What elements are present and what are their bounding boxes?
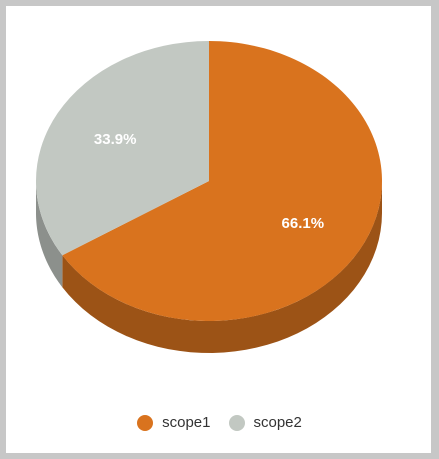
legend-item-scope1[interactable]: scope1: [137, 414, 211, 431]
pie-slice-scope1[interactable]: [62, 41, 382, 321]
legend-item-scope2[interactable]: scope2: [228, 414, 302, 431]
legend-swatch-scope1: [137, 414, 154, 431]
pie-side-scope1: [62, 181, 382, 353]
legend-swatch-scope2: [228, 414, 245, 431]
legend-label-scope2: scope2: [253, 414, 302, 431]
pie-side-scope2: [36, 181, 63, 288]
pie-slices: [35, 41, 382, 321]
pie-data-labels: 66.1% 33.9%: [94, 131, 324, 232]
pie-sides: [36, 181, 382, 353]
legend-label-scope1: scope1: [162, 414, 211, 431]
data-label-scope1: 66.1%: [282, 215, 325, 232]
data-label-scope2: 33.9%: [94, 131, 137, 148]
pie-slice-scope2[interactable]: [35, 41, 210, 256]
legend: scope1 scope2: [0, 414, 439, 431]
